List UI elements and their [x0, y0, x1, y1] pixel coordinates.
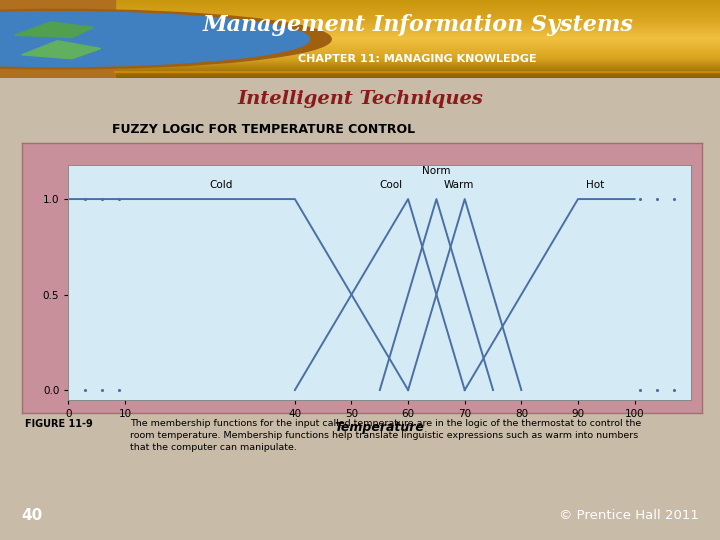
Text: Intelligent Techniques: Intelligent Techniques	[237, 90, 483, 109]
Polygon shape	[22, 40, 101, 59]
Text: The membership functions for the input called temperature are in the logic of th: The membership functions for the input c…	[130, 420, 642, 452]
Circle shape	[0, 9, 331, 69]
Bar	[0, 0, 115, 78]
Text: 40: 40	[22, 508, 43, 523]
Text: Cool: Cool	[379, 179, 402, 190]
Circle shape	[0, 12, 310, 66]
Text: Norm: Norm	[422, 166, 451, 176]
Text: Hot: Hot	[586, 179, 604, 190]
Text: FUZZY LOGIC FOR TEMPERATURE CONTROL: FUZZY LOGIC FOR TEMPERATURE CONTROL	[112, 123, 415, 136]
Text: Cold: Cold	[210, 179, 233, 190]
Text: © Prentice Hall 2011: © Prentice Hall 2011	[559, 509, 698, 522]
Text: CHAPTER 11: MANAGING KNOWLEDGE: CHAPTER 11: MANAGING KNOWLEDGE	[298, 53, 537, 64]
Polygon shape	[14, 22, 94, 38]
Text: FIGURE 11-9: FIGURE 11-9	[25, 420, 93, 429]
Text: Warm: Warm	[444, 179, 474, 190]
X-axis label: Temperature: Temperature	[335, 421, 425, 434]
Text: Management Information Systems: Management Information Systems	[202, 14, 633, 36]
